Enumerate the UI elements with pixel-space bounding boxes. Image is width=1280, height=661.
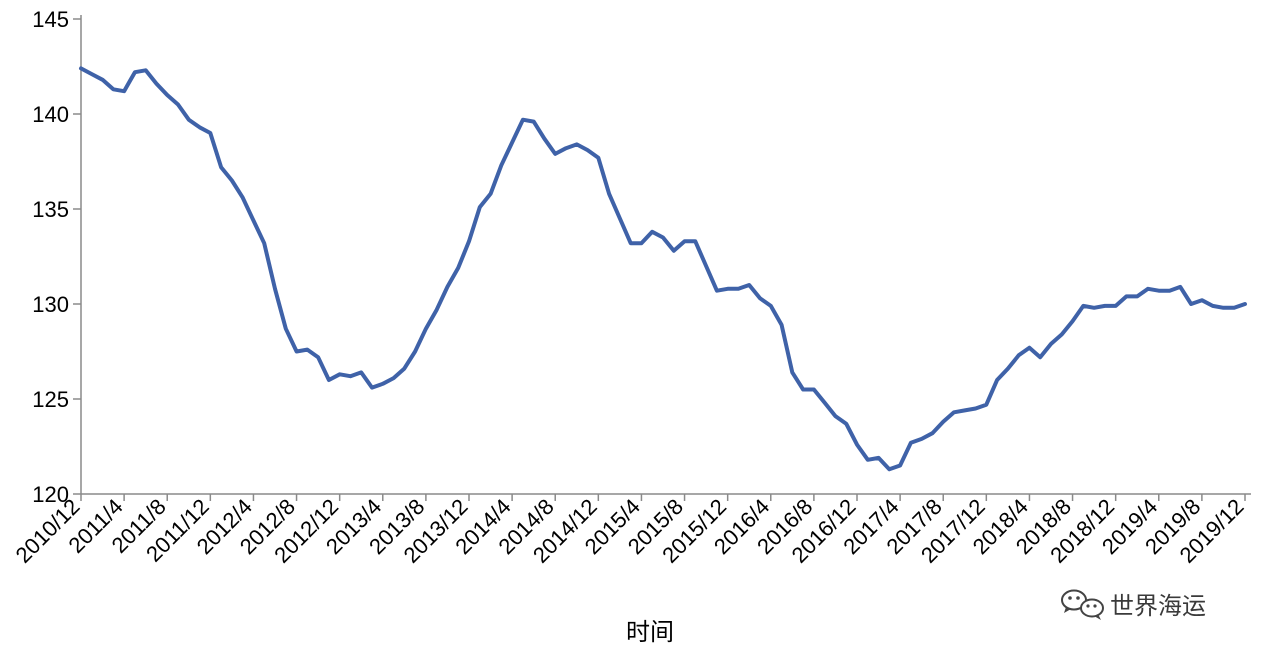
y-tick-label: 125 [32, 387, 69, 412]
y-tick-label: 130 [32, 292, 69, 317]
x-axis-title: 时间 [626, 618, 674, 646]
y-tick-label: 140 [32, 102, 69, 127]
y-tick-label: 120 [32, 482, 69, 507]
series-layer [79, 66, 1247, 472]
y-tick-label: 135 [32, 197, 69, 222]
y-axis: 120 125 130 135 140 145 [32, 7, 82, 507]
watermark: 世界海运 [1061, 589, 1206, 620]
x-axis: 2010/122011/42011/82011/122012/42012/820… [11, 493, 1251, 568]
wechat-icon [1061, 589, 1104, 620]
y-tick-label: 145 [32, 7, 69, 32]
watermark-text: 世界海运 [1110, 592, 1206, 620]
series-line [79, 66, 1247, 472]
